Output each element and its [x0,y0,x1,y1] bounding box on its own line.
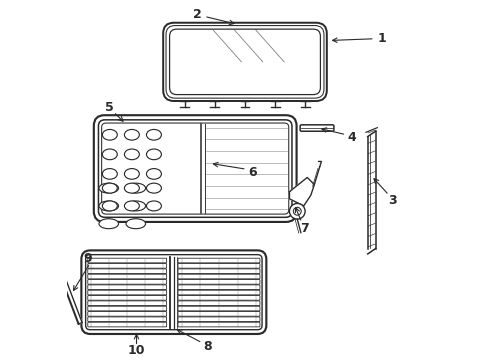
Text: 5: 5 [105,101,114,114]
Ellipse shape [124,130,139,140]
Text: 1: 1 [378,32,386,45]
FancyBboxPatch shape [300,125,334,131]
Text: 9: 9 [83,252,92,265]
Ellipse shape [147,168,161,179]
Text: 2: 2 [193,8,201,21]
Polygon shape [368,131,375,249]
Text: 7: 7 [300,222,309,235]
Ellipse shape [124,183,139,193]
Circle shape [290,203,305,219]
Text: 10: 10 [128,344,145,357]
Ellipse shape [124,168,139,179]
Ellipse shape [102,130,117,140]
Ellipse shape [147,201,161,211]
Ellipse shape [99,201,119,211]
Ellipse shape [102,201,117,211]
Ellipse shape [147,149,161,160]
Ellipse shape [99,183,119,193]
FancyBboxPatch shape [94,115,296,222]
Ellipse shape [147,183,161,193]
FancyBboxPatch shape [170,29,320,95]
Ellipse shape [126,219,146,229]
FancyBboxPatch shape [81,251,267,334]
Ellipse shape [147,130,161,140]
Polygon shape [62,278,82,324]
Text: 4: 4 [347,131,356,144]
Ellipse shape [124,201,139,211]
Ellipse shape [102,168,117,179]
FancyBboxPatch shape [163,23,327,101]
Ellipse shape [102,183,117,193]
Ellipse shape [126,201,146,211]
Text: 3: 3 [388,194,397,207]
Ellipse shape [99,219,119,229]
Ellipse shape [126,183,146,193]
Polygon shape [290,177,315,206]
Text: 6: 6 [248,166,256,179]
Ellipse shape [124,149,139,160]
Circle shape [294,207,301,215]
Ellipse shape [102,149,117,160]
Text: 8: 8 [203,340,212,353]
